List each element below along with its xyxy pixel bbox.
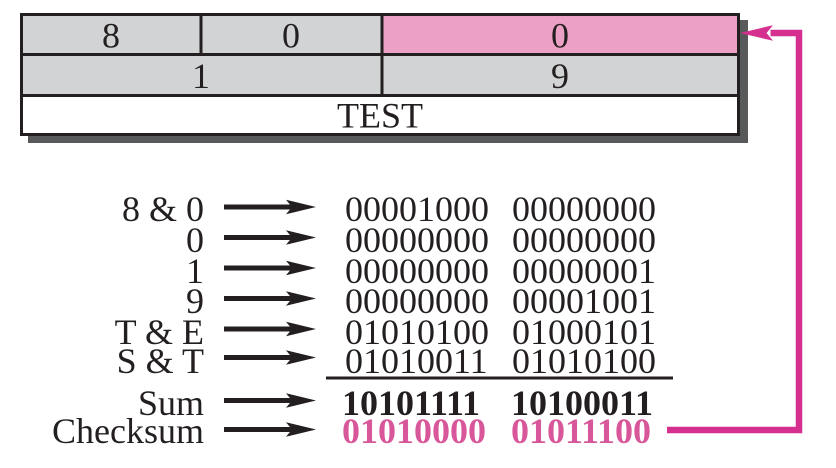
svg-text:TEST: TEST bbox=[337, 96, 423, 136]
svg-text:1: 1 bbox=[192, 56, 210, 96]
svg-text:9: 9 bbox=[551, 56, 569, 96]
svg-text:1: 1 bbox=[186, 251, 204, 291]
svg-text:00000000: 00000000 bbox=[512, 220, 656, 260]
svg-text:00001001: 00001001 bbox=[512, 281, 656, 321]
svg-text:Sum: Sum bbox=[138, 383, 204, 423]
svg-text:8 & 0: 8 & 0 bbox=[122, 189, 204, 229]
svg-text:Checksum: Checksum bbox=[52, 411, 204, 451]
svg-text:10101111: 10101111 bbox=[342, 383, 480, 423]
svg-text:0: 0 bbox=[186, 220, 204, 260]
svg-text:00000000: 00000000 bbox=[512, 189, 656, 229]
svg-text:00000000: 00000000 bbox=[345, 220, 489, 260]
svg-text:00001000: 00001000 bbox=[345, 189, 489, 229]
svg-text:01010000: 01010000 bbox=[342, 411, 486, 451]
svg-text:01010011: 01010011 bbox=[345, 341, 488, 381]
svg-text:0: 0 bbox=[551, 16, 569, 56]
svg-text:01000101: 01000101 bbox=[512, 312, 656, 352]
svg-text:8: 8 bbox=[102, 16, 120, 56]
svg-text:10100011: 10100011 bbox=[511, 383, 653, 423]
svg-text:01010100: 01010100 bbox=[512, 341, 656, 381]
svg-text:00000000: 00000000 bbox=[345, 251, 489, 291]
svg-text:T & E: T & E bbox=[115, 312, 204, 352]
svg-text:00000000: 00000000 bbox=[345, 281, 489, 321]
svg-text:00000001: 00000001 bbox=[512, 251, 656, 291]
svg-text:01010100: 01010100 bbox=[345, 312, 489, 352]
svg-text:S & T: S & T bbox=[117, 341, 204, 381]
svg-text:01011100: 01011100 bbox=[511, 411, 651, 451]
svg-text:9: 9 bbox=[186, 281, 204, 321]
svg-text:0: 0 bbox=[282, 16, 300, 56]
